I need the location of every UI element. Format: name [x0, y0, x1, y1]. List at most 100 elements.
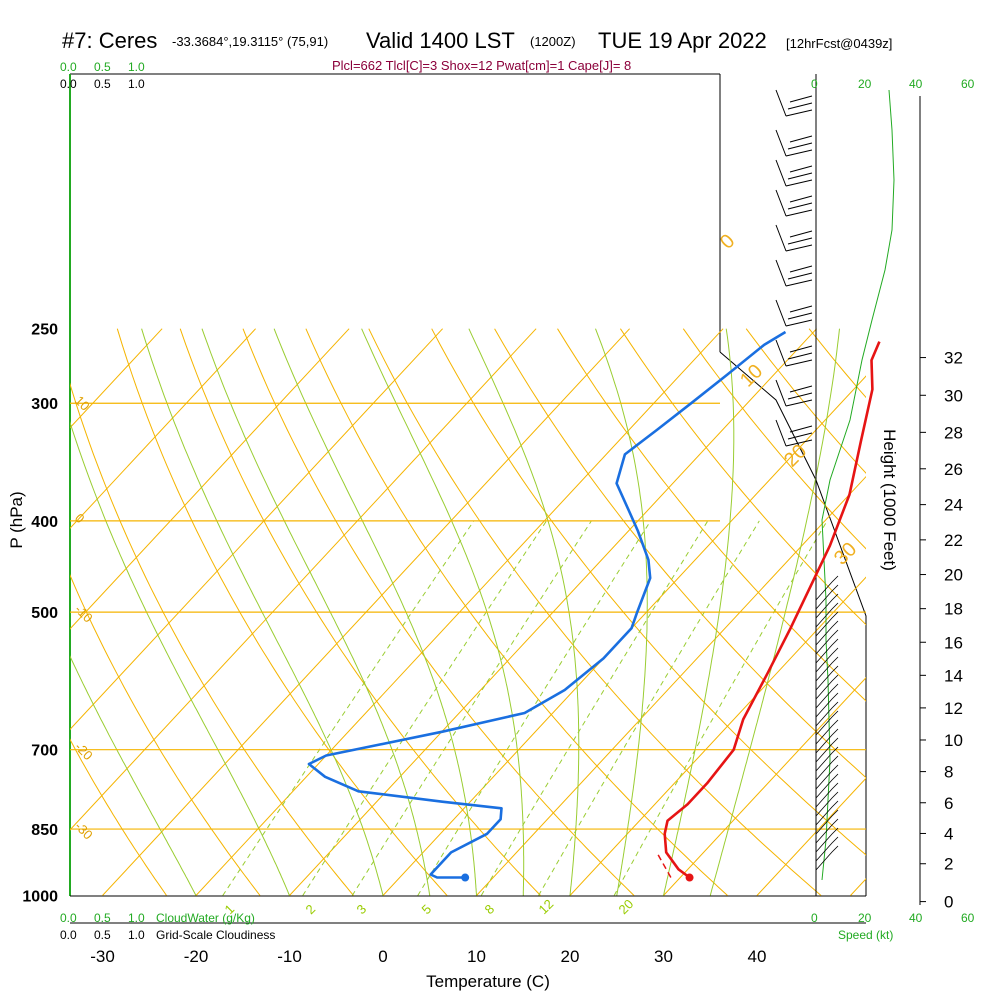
isotherm-label: 10: [72, 393, 93, 414]
utc-time: (1200Z): [530, 34, 576, 49]
speed-top-green-2: 60: [961, 77, 975, 91]
wind-barb: [815, 593, 839, 619]
cw-bot-black-1: 0.5: [94, 928, 111, 942]
wind-barb: [815, 782, 839, 808]
height-tick-label: 30: [944, 386, 963, 405]
height-axis-label: Height (1000 Feet): [880, 429, 899, 571]
cw-bot-green-0: 0.0: [60, 911, 77, 925]
wind-barb: [815, 674, 839, 700]
speed-bot-green-0: 40: [909, 911, 923, 925]
dry-adiabat-line: [70, 738, 167, 896]
mixing-ratio-line: [302, 520, 547, 896]
mixing-ratio-label: 12: [536, 896, 557, 917]
cw-top-green-1: 0.5: [94, 60, 111, 74]
height-tick-label: 28: [944, 423, 963, 442]
mixing-ratio-line: [613, 520, 828, 896]
wind-barb: [815, 746, 839, 772]
dry-adiabat-line: [116, 328, 448, 896]
cw-bot-green-label: CloudWater (g/Kg): [156, 911, 255, 925]
wind-barb: [815, 818, 839, 844]
pressure-tick-label: 700: [31, 743, 58, 760]
height-tick-label: 14: [944, 666, 963, 685]
isotherm-line: [70, 328, 256, 530]
wind-barb: [775, 299, 813, 327]
temp-tick-label: 20: [561, 947, 580, 966]
wind-barb: [815, 611, 839, 637]
pressure-tick-label: 500: [31, 605, 58, 622]
speed-top-black-1: 20: [858, 77, 872, 91]
cw-bot-black-2: 1.0: [128, 928, 145, 942]
theta-label: 20: [780, 440, 811, 471]
cw-top-black-2: 1.0: [128, 77, 145, 91]
cw-top-black-1: 0.5: [94, 77, 111, 91]
height-tick-label: 4: [944, 824, 953, 843]
wind-barb: [815, 638, 839, 664]
wind-barb: [775, 259, 813, 287]
wind-barb: [815, 836, 839, 862]
station-name: #7: Ceres: [62, 28, 157, 53]
mixing-ratio-label: 3: [354, 901, 370, 917]
wind-barb: [815, 719, 839, 745]
dry-adiabat-line: [242, 328, 635, 896]
cw-bot-black-label: Grid-Scale Cloudiness: [156, 928, 275, 942]
height-tick-label: 0: [944, 893, 953, 912]
moist-adiabat-line: [70, 655, 197, 896]
wind-barb: [815, 755, 839, 781]
height-tick-label: 18: [944, 600, 963, 619]
cw-top-black-0: 0.0: [60, 77, 77, 91]
mixing-ratio-line: [351, 520, 592, 896]
wind-barb: [815, 584, 839, 610]
mixing-ratio-label: 5: [419, 901, 435, 917]
wind-barb: [815, 827, 839, 853]
wind-barb: [815, 773, 839, 799]
height-tick-label: 10: [944, 731, 963, 750]
temperature-trace: [663, 341, 881, 879]
height-tick-label: 6: [944, 794, 953, 813]
speed-bot-green-1: 60: [961, 911, 975, 925]
dewpoint-trace: [307, 330, 787, 879]
isotherm-label: -30: [72, 819, 96, 843]
theta-label: 0: [716, 230, 739, 253]
pressure-tick-label: 250: [31, 322, 58, 339]
speed-top-black-0: 0: [811, 77, 818, 91]
moist-adiabat-line: [201, 328, 431, 896]
forecast-label: [12hrFcst@0439z]: [786, 36, 892, 51]
wind-barb: [775, 339, 813, 367]
wind-barb: [775, 129, 813, 157]
isotherm-line: [850, 878, 866, 896]
mixing-ratio-label: 2: [303, 901, 319, 917]
dry-adiabat-line: [431, 328, 866, 856]
theta-label: 30: [830, 538, 861, 569]
valid-time: Valid 1400 LST: [366, 28, 515, 53]
speed-bot-black-1: 20: [858, 911, 872, 925]
dry-adiabat-line: [872, 329, 1000, 896]
wind-barb: [775, 159, 813, 187]
wind-barb: [775, 89, 813, 117]
mixing-ratio-label: 20: [616, 896, 637, 917]
temp-tick-label: -10: [277, 947, 302, 966]
wind-barb: [815, 791, 839, 817]
wind-barb: [815, 728, 839, 754]
cw-top-green-0: 0.0: [60, 60, 77, 74]
temp-tick-label: 30: [654, 947, 673, 966]
moist-adiabat-line: [70, 420, 290, 896]
wind-speed-profile: [821, 89, 895, 881]
wind-barb: [815, 701, 839, 727]
wind-barb: [775, 379, 813, 407]
axes-layer: Temperature (C) P (hPa) Height (1000 Fee…: [7, 60, 975, 991]
plot-frame: [69, 73, 867, 924]
wind-barb: [815, 764, 839, 790]
pressure-tick-label: 1000: [22, 889, 58, 906]
wind-barb: [815, 575, 839, 601]
cw-bot-green-1: 0.5: [94, 911, 111, 925]
dry-adiabat-line: [179, 328, 541, 896]
dry-adiabat-line: [619, 328, 866, 626]
pressure-tick-label: 400: [31, 514, 58, 531]
wind-barb: [815, 629, 839, 655]
speed-axis-label: Speed (kt): [838, 928, 893, 942]
isotherm-line: [756, 777, 866, 896]
dry-adiabat-line: [70, 573, 261, 896]
wind-barb: [815, 683, 839, 709]
moist-adiabat-line: [663, 328, 735, 896]
